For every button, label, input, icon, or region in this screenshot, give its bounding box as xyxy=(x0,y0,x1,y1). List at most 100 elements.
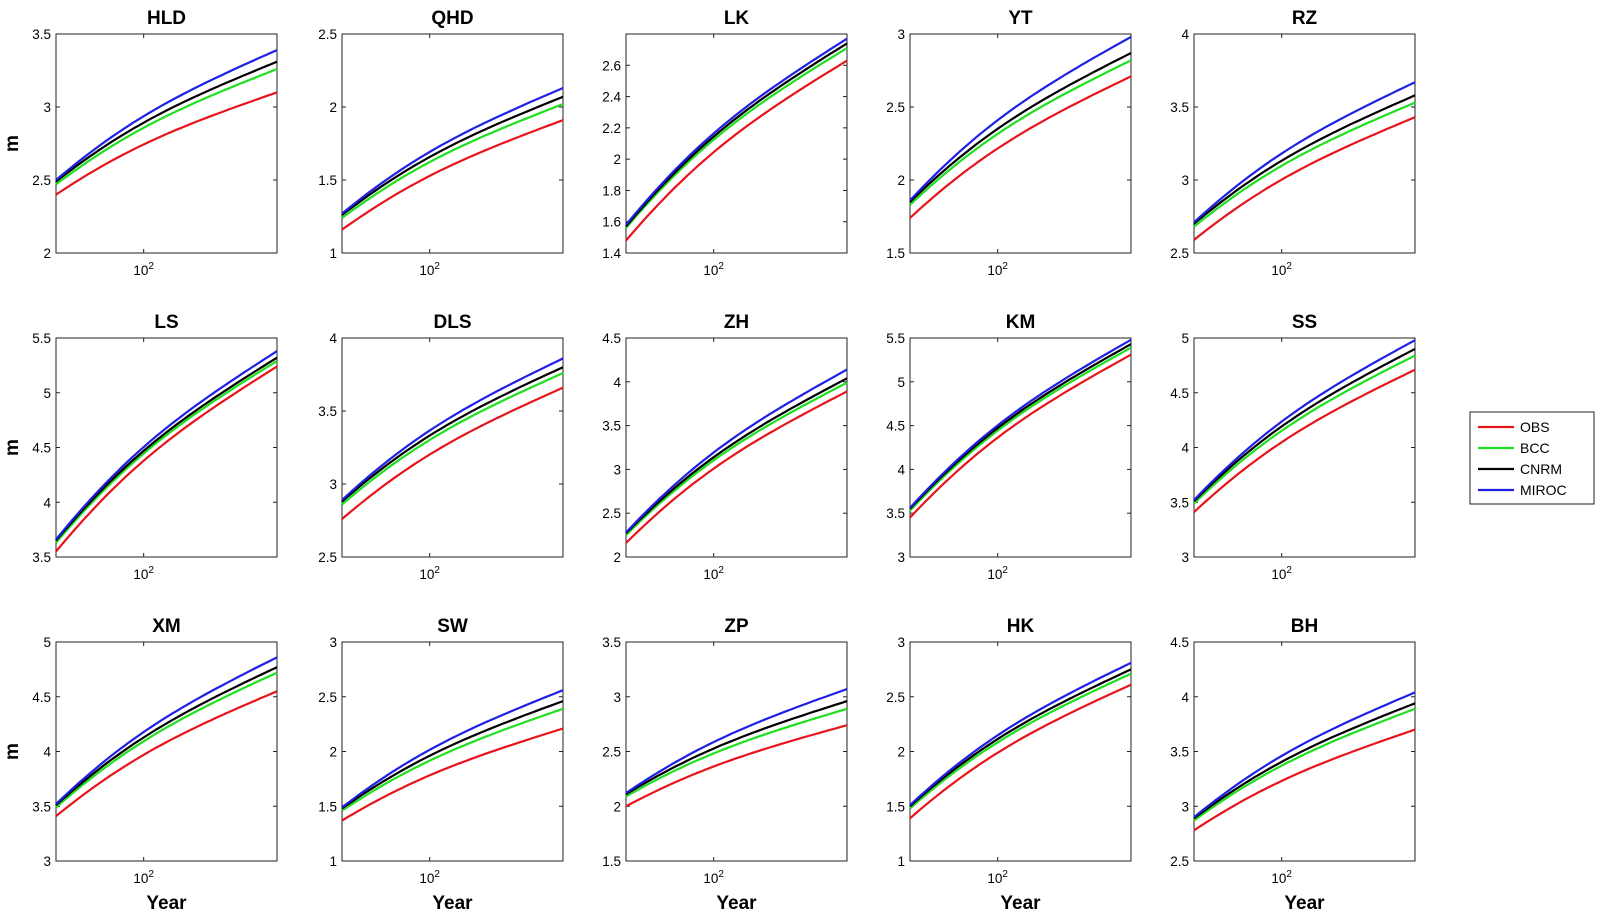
series-line-miroc xyxy=(55,350,278,541)
series-line-miroc xyxy=(55,656,278,805)
series-line-cnrm xyxy=(625,42,848,228)
y-tick-label: 1.8 xyxy=(602,183,621,198)
y-axis-label: m xyxy=(2,743,23,760)
series-line-cnrm xyxy=(909,668,1132,808)
y-tick-label: 3 xyxy=(613,690,621,705)
x-axis-label: Year xyxy=(1284,893,1325,914)
series-line-bcc xyxy=(341,707,564,812)
y-tick-label: 3 xyxy=(1181,173,1189,188)
y-tick-label: 1.5 xyxy=(886,799,905,814)
x-tick-label: 102 xyxy=(133,869,154,886)
x-axis-label: Year xyxy=(1000,893,1041,914)
subplot-zh: ZH 2 2.5 3 3.5 4 4.5 102 xyxy=(602,312,848,582)
series-line-obs xyxy=(1193,368,1416,513)
y-tick-label: 4.5 xyxy=(602,331,621,346)
subplot-title: DLS xyxy=(434,312,472,333)
plot-frame xyxy=(341,337,564,558)
y-tick-label: 2.5 xyxy=(318,690,337,705)
y-tick-label: 1.5 xyxy=(886,246,905,261)
subplot-ls: LS 3.5 4 4.5 5 5.5 102 m xyxy=(2,312,278,582)
series-line-miroc xyxy=(625,688,848,795)
y-tick-label: 1 xyxy=(897,854,905,869)
y-tick-label: 2.4 xyxy=(602,90,621,105)
y-tick-label: 3 xyxy=(329,477,337,492)
plot-frame xyxy=(909,337,1132,558)
plot-frame xyxy=(625,33,848,254)
y-tick-label: 5 xyxy=(43,635,51,650)
y-tick-label: 3.5 xyxy=(1170,495,1189,510)
plot-frame xyxy=(1193,33,1416,254)
series-line-cnrm xyxy=(1193,702,1416,820)
series-line-miroc xyxy=(1193,691,1416,819)
series-line-obs xyxy=(341,727,564,822)
y-tick-label: 2.5 xyxy=(886,100,905,115)
subplot-title: SW xyxy=(437,616,468,637)
y-tick-label: 3 xyxy=(897,635,905,650)
series-line-bcc xyxy=(625,381,848,536)
subplot-title: ZP xyxy=(724,616,749,637)
y-tick-label: 1.6 xyxy=(602,215,621,230)
series-line-bcc xyxy=(909,346,1132,512)
y-tick-label: 4.5 xyxy=(1170,386,1189,401)
plot-frame xyxy=(625,641,848,862)
y-tick-label: 4 xyxy=(1181,690,1189,705)
y-tick-label: 2.5 xyxy=(32,173,51,188)
y-tick-label: 2.5 xyxy=(886,690,905,705)
subplot-title: LS xyxy=(154,312,178,333)
plot-frame xyxy=(1193,337,1416,558)
y-tick-label: 1.4 xyxy=(602,246,621,261)
series-line-cnrm xyxy=(909,343,1132,510)
x-tick-label: 102 xyxy=(419,869,440,886)
series-line-cnrm xyxy=(341,700,564,810)
x-axis-label: Year xyxy=(146,893,187,914)
y-tick-label: 3.5 xyxy=(1170,100,1189,115)
y-tick-label: 4 xyxy=(1181,27,1189,42)
series-line-bcc xyxy=(341,371,564,506)
x-tick-label: 102 xyxy=(987,869,1008,886)
plot-frame xyxy=(55,337,278,558)
y-tick-label: 3.5 xyxy=(32,550,51,565)
y-tick-label: 5 xyxy=(43,386,51,401)
y-tick-label: 3.5 xyxy=(1170,745,1189,760)
series-line-bcc xyxy=(1193,707,1416,822)
x-tick-label: 102 xyxy=(419,261,440,278)
series-line-miroc xyxy=(1193,81,1416,224)
y-tick-label: 3 xyxy=(329,635,337,650)
y-tick-label: 4.5 xyxy=(886,419,905,434)
subplot-hk: HK 1 1.5 2 2.5 3 102 Year xyxy=(886,616,1132,914)
x-axis-label: Year xyxy=(432,893,473,914)
series-line-miroc xyxy=(341,689,564,809)
y-tick-label: 5 xyxy=(897,375,905,390)
series-line-miroc xyxy=(1193,339,1416,501)
y-tick-label: 5.5 xyxy=(32,331,51,346)
plot-frame xyxy=(625,337,848,558)
plot-frame xyxy=(909,33,1132,254)
series-line-bcc xyxy=(341,103,564,219)
subplot-sw: SW 1 1.5 2 2.5 3 102 Year xyxy=(318,616,564,914)
series-line-miroc xyxy=(909,338,1132,509)
y-tick-label: 3 xyxy=(897,27,905,42)
y-tick-label: 1.5 xyxy=(602,854,621,869)
series-line-obs xyxy=(909,75,1132,219)
series-line-bcc xyxy=(909,672,1132,810)
y-tick-label: 1 xyxy=(329,246,337,261)
y-tick-label: 3.5 xyxy=(32,799,51,814)
y-tick-label: 5.5 xyxy=(886,331,905,346)
series-line-obs xyxy=(55,690,278,817)
series-line-bcc xyxy=(55,67,278,186)
y-tick-label: 3 xyxy=(897,550,905,565)
subplot-title: YT xyxy=(1008,8,1033,29)
y-tick-label: 3 xyxy=(1181,799,1189,814)
y-tick-label: 4 xyxy=(613,375,621,390)
series-line-obs xyxy=(1193,116,1416,241)
subplot-title: XM xyxy=(152,616,181,637)
y-tick-label: 2 xyxy=(43,246,51,261)
series-line-cnrm xyxy=(1193,347,1416,502)
y-tick-label: 2 xyxy=(897,173,905,188)
y-tick-label: 3.5 xyxy=(602,419,621,434)
series-line-miroc xyxy=(625,37,848,226)
series-line-obs xyxy=(909,683,1132,820)
series-line-bcc xyxy=(1193,101,1416,228)
plot-frame xyxy=(341,33,564,254)
series-line-obs xyxy=(909,353,1132,519)
